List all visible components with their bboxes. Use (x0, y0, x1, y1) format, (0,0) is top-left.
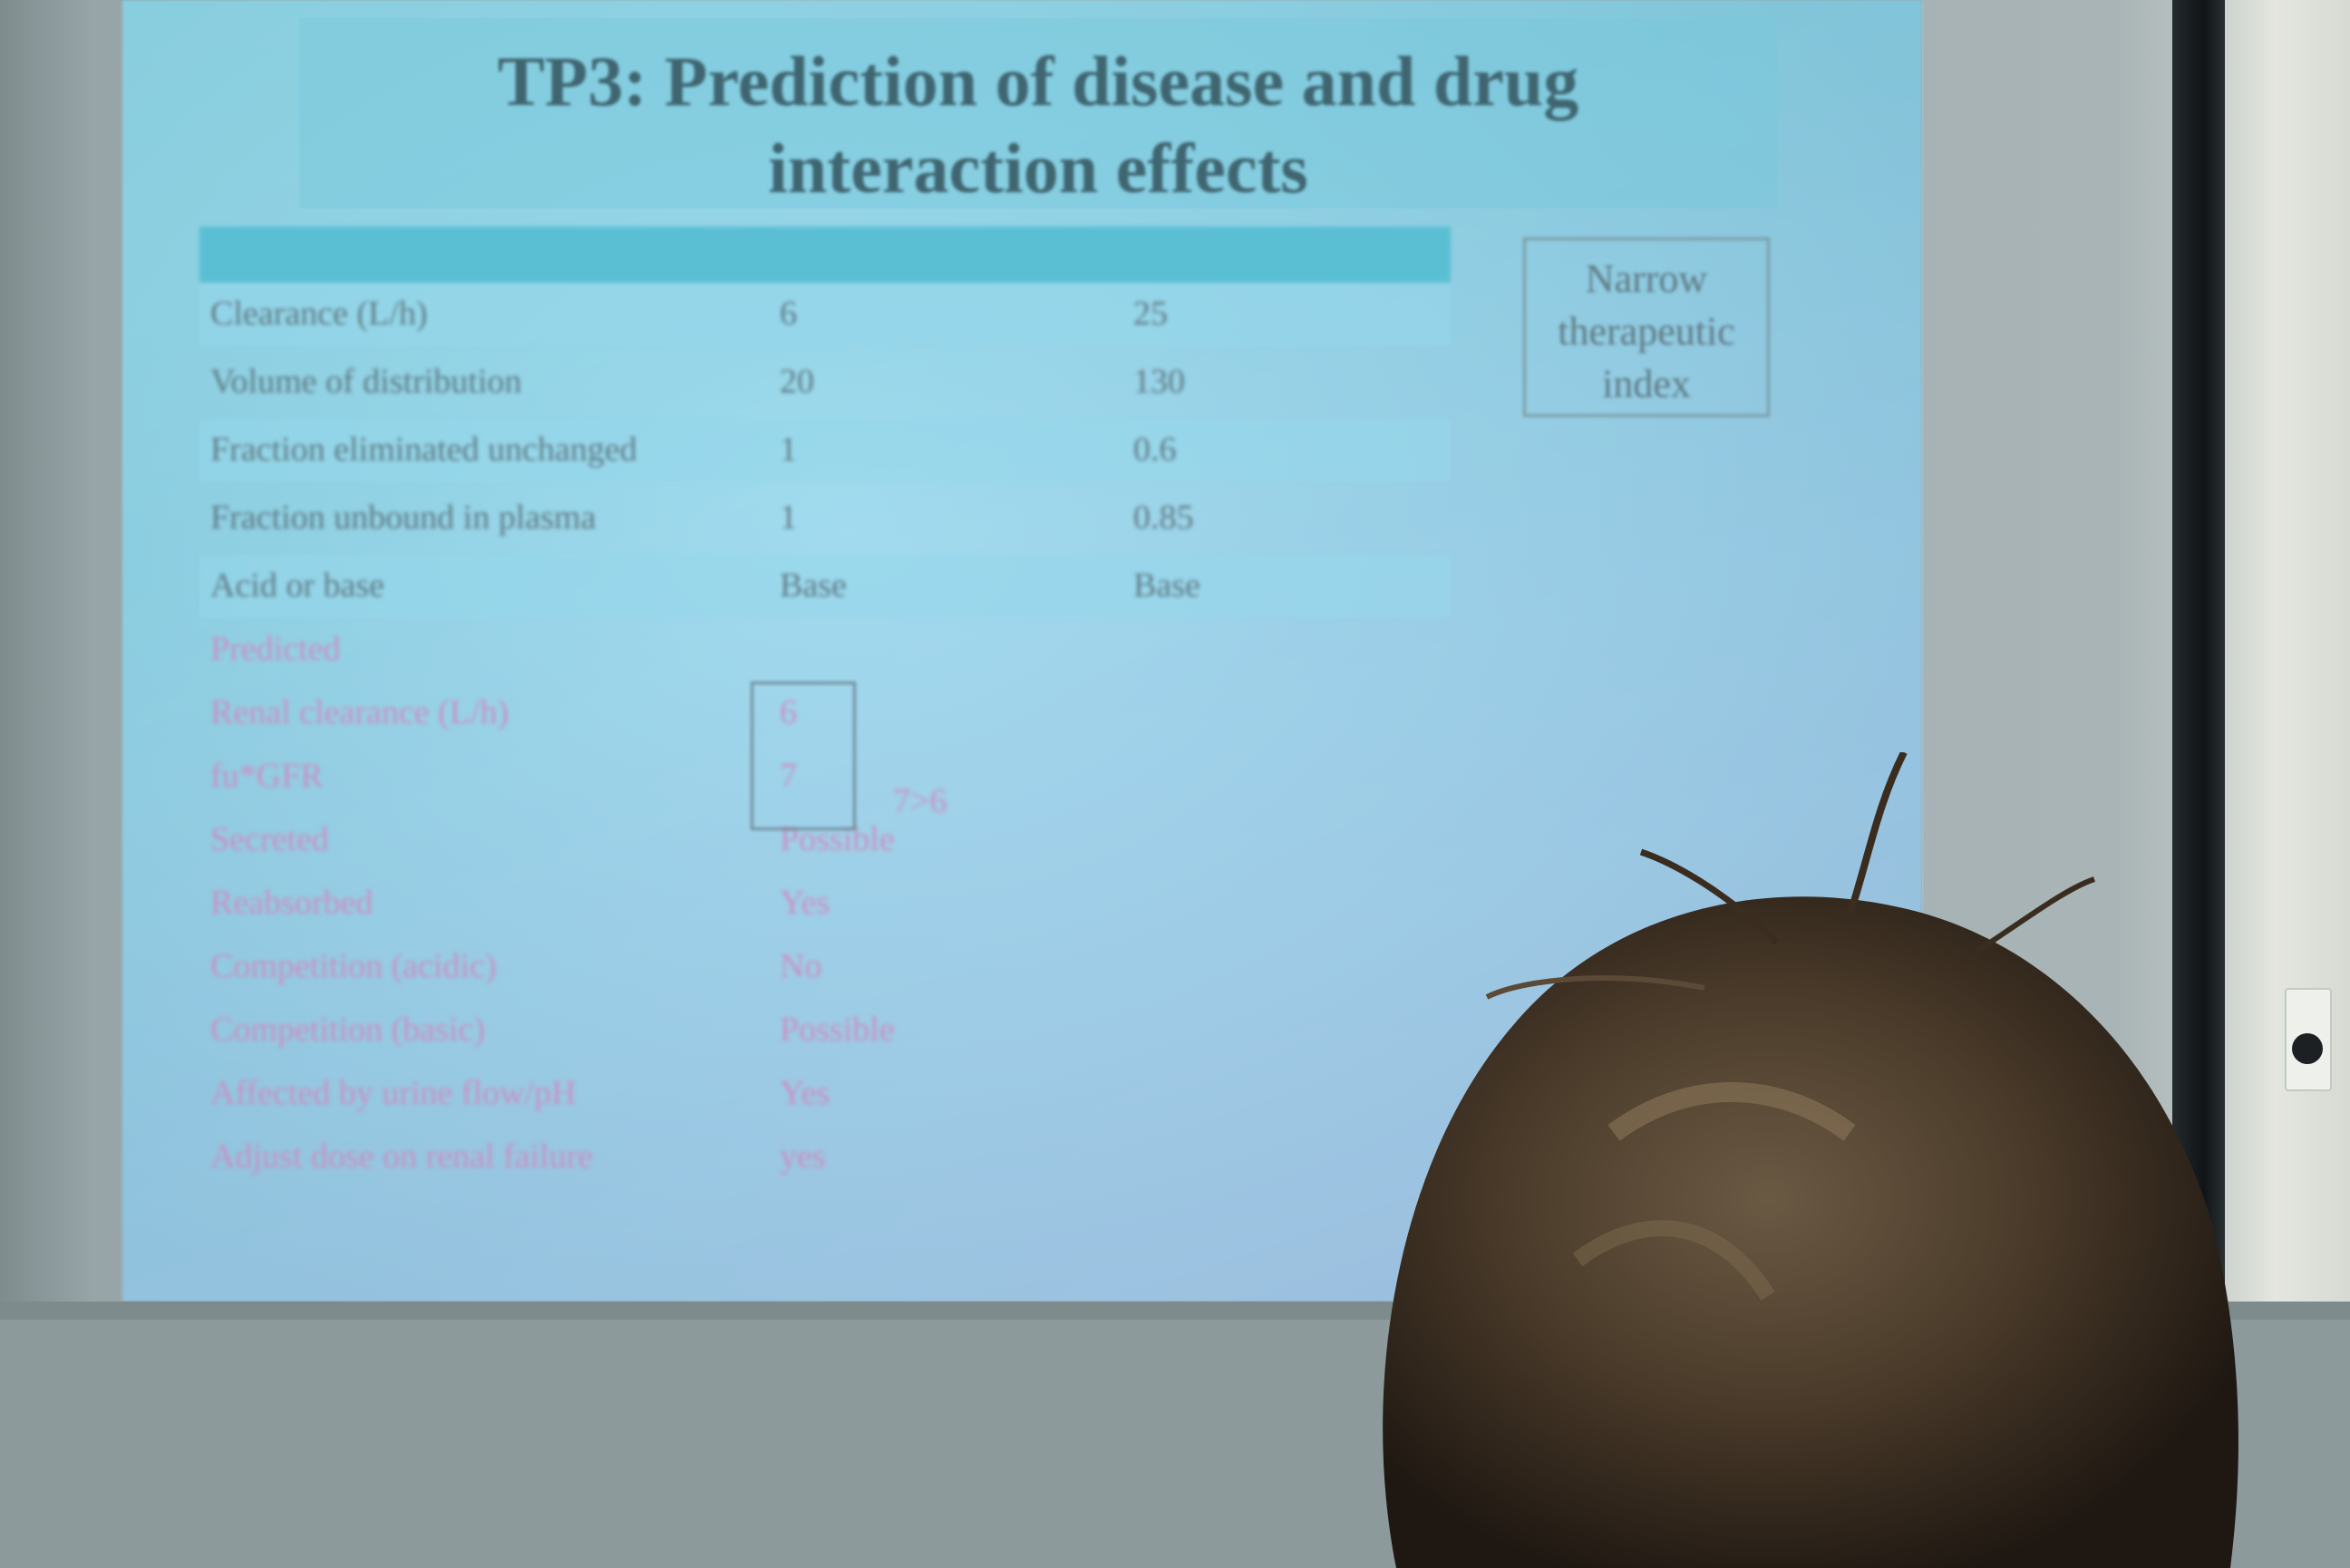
value-drug-a: 7 (780, 757, 797, 795)
wall-switch-plate (2285, 988, 2332, 1091)
table-row: Fraction unbound in plasma 1 0.85 (199, 487, 1451, 550)
value-drug-a: Possible (780, 1011, 895, 1049)
hair-strand (1846, 752, 1908, 917)
row-label: Fraction unbound in plasma (210, 498, 597, 537)
row-label: Acid or base (210, 566, 385, 605)
value-drug-a: Yes (780, 1074, 830, 1112)
table-row: Predicted (199, 618, 1451, 682)
title-band (299, 18, 1777, 208)
value-drug-b: 25 (1133, 295, 1168, 333)
value-drug-b: Base (1133, 566, 1200, 605)
row-label: Competition (acidic) (210, 947, 497, 985)
value-drug-a: yes (780, 1137, 826, 1176)
slide-title: TP3: Prediction of disease and drug inte… (299, 38, 1777, 212)
side-note: 7>6 (893, 782, 947, 820)
row-label: Competition (basic) (210, 1011, 485, 1049)
highlight-box (751, 682, 856, 830)
value-drug-a: 1 (780, 431, 797, 469)
table-row: Acid or base Base Base (199, 555, 1451, 618)
value-drug-a: No (780, 947, 822, 985)
screen-frame-edge (2172, 0, 2225, 1320)
row-label: Predicted (210, 630, 341, 668)
slide-title-line-1: TP3: Prediction of disease and drug (497, 42, 1579, 121)
hair-highlight (1607, 1082, 1856, 1141)
row-label: Renal clearance (L/h) (210, 693, 510, 731)
table-row: fu*GFR 7 (199, 745, 1451, 808)
row-label: Fraction eliminated unchanged (210, 431, 637, 469)
table-row: Competition (acidic) No (199, 935, 1451, 999)
row-label: Affected by urine flow/pH (210, 1074, 577, 1112)
audience-head (1383, 752, 2238, 1568)
table-header-band (199, 227, 1451, 283)
value-drug-a: Possible (780, 820, 895, 858)
value-drug-a: 1 (780, 498, 797, 537)
data-table: Clearance (L/h) 6 25 Volume of distribution… (199, 227, 1451, 1176)
value-drug-b: 0.6 (1133, 431, 1177, 469)
row-label: Secreted (210, 820, 329, 858)
table-row: Reabsorbed Yes (199, 872, 1451, 935)
value-drug-a: 20 (780, 363, 814, 401)
narrow-therapeutic-index-note: Narrow therapeutic index (1523, 237, 1770, 417)
slide-title-line-2: interaction effects (768, 129, 1308, 208)
table-row: Secreted Possible (199, 808, 1451, 872)
value-drug-b: 130 (1133, 363, 1185, 401)
value-drug-a: Base (780, 566, 847, 605)
value-drug-a: Yes (780, 884, 830, 922)
table-row: Renal clearance (L/h) 6 (199, 682, 1451, 745)
row-label: fu*GFR (210, 757, 324, 795)
table-row: Volume of distribution 20 130 (199, 351, 1451, 414)
table-row: Competition (basic) Possible (199, 999, 1451, 1062)
hair-strand (1485, 975, 1705, 1000)
hair-highlight (1572, 1220, 1775, 1301)
wall-switch-knob (2292, 1033, 2323, 1064)
table-row: Fraction eliminated unchanged 1 0.6 (199, 419, 1451, 482)
value-drug-a: 6 (780, 693, 797, 731)
row-label: Reabsorbed (210, 884, 374, 922)
hair-strand (1975, 876, 2095, 954)
hair-strand (1639, 848, 1780, 945)
table-row: Adjust dose on renal failure yes (199, 1126, 1451, 1189)
row-label: Clearance (L/h) (210, 295, 428, 333)
hair-shape (1383, 896, 2238, 1568)
right-wall (2225, 0, 2350, 1320)
value-drug-a: 6 (780, 295, 797, 333)
value-drug-b: 0.85 (1133, 498, 1194, 537)
table-row: Clearance (L/h) 6 25 (199, 283, 1451, 346)
table-row: Affected by urine flow/pH Yes (199, 1062, 1451, 1126)
row-label: Adjust dose on renal failure (210, 1137, 594, 1176)
row-label: Volume of distribution (210, 363, 522, 401)
